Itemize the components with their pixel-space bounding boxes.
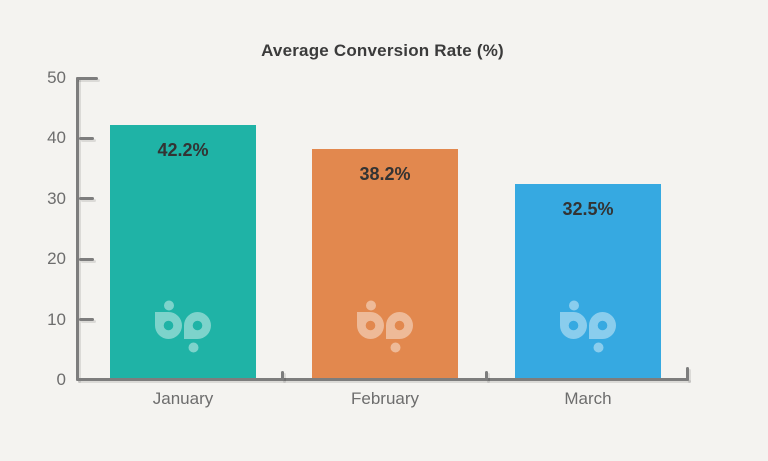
bar-march: 32.5%	[515, 183, 661, 380]
x-category-label-march: March	[564, 389, 612, 408]
y-axis-tick-10	[79, 318, 94, 321]
y-tick-label-0: 0	[56, 370, 66, 389]
y-tick-label-40: 40	[47, 128, 66, 147]
y-tick-label-30: 30	[47, 189, 66, 208]
y-tick-label-20: 20	[47, 249, 66, 268]
bar-value-label: 32.5%	[562, 198, 614, 219]
x-axis-end-cap	[686, 367, 689, 381]
y-tick-label-10: 10	[47, 310, 66, 329]
chart-title: Average Conversion Rate (%)	[261, 41, 504, 60]
x-category-label-january: January	[152, 389, 214, 408]
y-axis-top-cap	[76, 77, 98, 80]
x-axis-separator-tick	[281, 371, 284, 381]
y-axis-tick-20	[79, 258, 94, 261]
bar-january: 42.2%	[110, 125, 256, 380]
bp-logo-watermark	[155, 300, 211, 353]
bp-logo-watermark	[357, 300, 413, 353]
bar-value-label: 38.2%	[359, 164, 411, 185]
y-tick-label-50: 50	[47, 68, 66, 87]
y-axis-line	[76, 77, 79, 381]
bar-value-label: 42.2%	[157, 140, 209, 161]
y-axis-tick-30	[79, 197, 94, 200]
x-axis-separator-tick	[485, 371, 488, 381]
y-axis-tick-40	[79, 137, 94, 140]
x-category-label-february: February	[350, 389, 420, 408]
bar-february: 38.2%	[312, 149, 458, 380]
bp-logo-watermark	[560, 300, 616, 353]
x-axis-line	[76, 378, 689, 381]
